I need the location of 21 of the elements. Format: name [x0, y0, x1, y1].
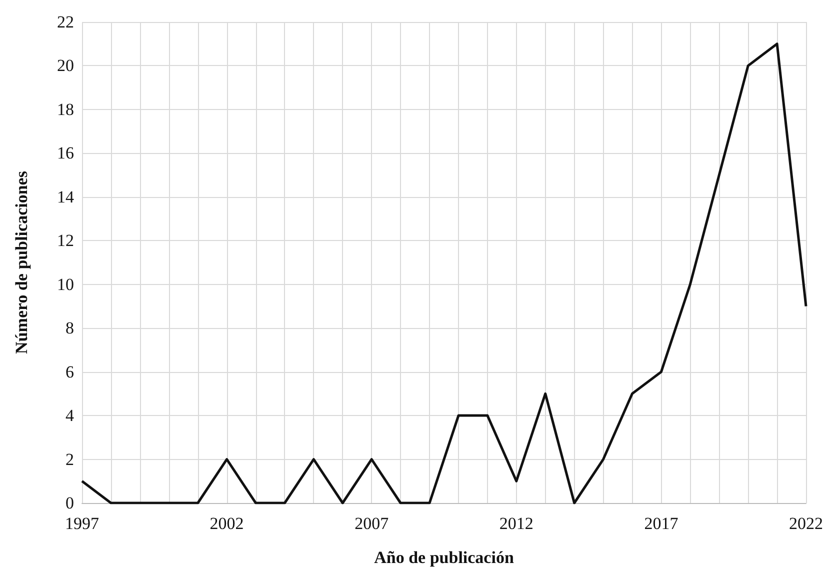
- y-tick-label: 2: [66, 450, 74, 469]
- x-axis-title: Año de publicación: [374, 548, 514, 567]
- y-tick-label: 20: [57, 56, 74, 76]
- y-tick-label: 18: [57, 100, 74, 119]
- y-tick-label: 22: [57, 12, 74, 32]
- y-tick-label: 8: [66, 318, 74, 338]
- y-tick-label: 14: [57, 187, 74, 206]
- y-tick-label: 6: [66, 362, 74, 382]
- x-tick-label: 1997: [65, 514, 100, 533]
- y-tick-label: 0: [66, 494, 74, 512]
- x-tick-label: 2007: [354, 514, 390, 533]
- y-tick-label: 12: [57, 231, 74, 250]
- y-axis-title: Número de publicaciones: [12, 170, 31, 354]
- y-tick-label: 16: [57, 144, 74, 163]
- x-tick-label: 2022: [789, 514, 823, 533]
- x-tick-label: 2002: [210, 514, 244, 533]
- x-tick-label: 2012: [499, 514, 534, 533]
- x-tick-label: 2017: [644, 514, 679, 533]
- y-tick-label: 10: [57, 274, 74, 294]
- line-series: [80, 42, 808, 504]
- y-tick-label: 4: [66, 406, 74, 426]
